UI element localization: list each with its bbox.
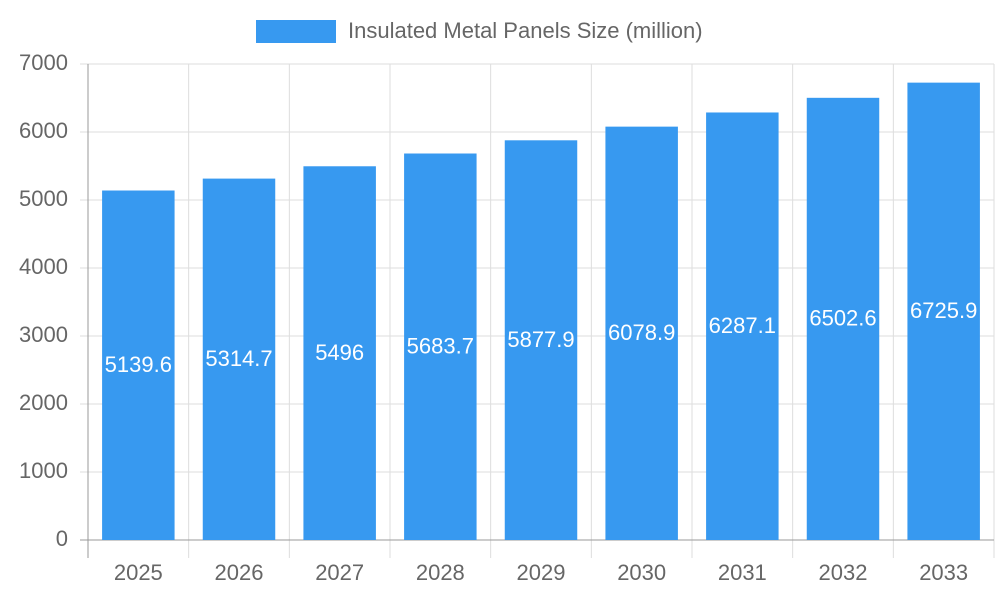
value-label: 6502.6 xyxy=(809,306,876,331)
value-label: 5496 xyxy=(315,340,364,365)
value-label: 5877.9 xyxy=(507,327,574,352)
y-tick-label: 0 xyxy=(56,526,68,551)
bar xyxy=(504,140,578,540)
x-tick-label: 2025 xyxy=(114,560,163,585)
bar xyxy=(706,112,779,540)
y-tick-label: 5000 xyxy=(19,186,68,211)
bar xyxy=(605,126,678,540)
x-tick-label: 2031 xyxy=(718,560,767,585)
value-label: 5683.7 xyxy=(407,334,474,359)
legend-label: Insulated Metal Panels Size (million) xyxy=(348,18,703,43)
x-tick-label: 2028 xyxy=(416,560,465,585)
value-label: 6287.1 xyxy=(709,313,776,338)
bar xyxy=(303,166,376,540)
bar xyxy=(404,153,477,540)
x-tick-label: 2027 xyxy=(315,560,364,585)
y-tick-label: 6000 xyxy=(19,118,68,143)
value-label: 5139.6 xyxy=(105,352,172,377)
y-tick-label: 1000 xyxy=(19,458,68,483)
value-label: 6078.9 xyxy=(608,320,675,345)
y-tick-label: 3000 xyxy=(19,322,68,347)
y-tick-label: 7000 xyxy=(19,50,68,75)
y-tick-label: 4000 xyxy=(19,254,68,279)
x-tick-label: 2026 xyxy=(215,560,264,585)
bar xyxy=(806,97,880,541)
bar xyxy=(102,190,175,540)
x-tick-label: 2030 xyxy=(617,560,666,585)
x-tick-label: 2033 xyxy=(919,560,968,585)
legend-swatch xyxy=(256,20,336,43)
value-label: 5314.7 xyxy=(205,346,272,371)
bar xyxy=(202,178,276,540)
y-tick-label: 2000 xyxy=(19,390,68,415)
value-label: 6725.9 xyxy=(910,298,977,323)
x-tick-label: 2032 xyxy=(819,560,868,585)
x-tick-label: 2029 xyxy=(517,560,566,585)
bar xyxy=(907,82,980,541)
